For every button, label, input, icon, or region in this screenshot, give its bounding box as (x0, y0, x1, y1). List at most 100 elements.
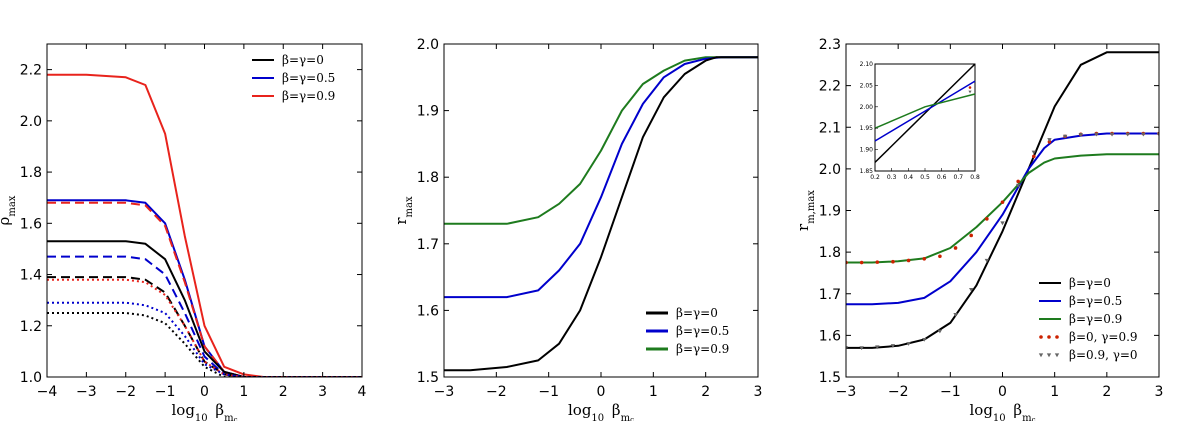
y-tick-label: 1.6 (20, 216, 42, 232)
x-tick-label: −1 (155, 384, 176, 400)
inset-y-tick-label: 2.10 (860, 61, 874, 68)
y-tick-label: 1.9 (417, 104, 439, 120)
series-4-point (1031, 150, 1036, 155)
series-4-point (875, 345, 880, 350)
legend-label: β=γ=0.5 (1069, 294, 1122, 308)
x-axis-label-base: 10 (591, 413, 604, 421)
x-tick-label: −2 (486, 384, 507, 400)
y-axis-label-main: ρ (0, 216, 13, 225)
x-axis-label-subsub: c (234, 416, 238, 421)
y-tick-label: 2.0 (417, 37, 439, 53)
series-4-point (1000, 221, 1005, 226)
y-tick-label: 1.6 (819, 328, 841, 344)
x-axis-label: log10 βmc (568, 401, 634, 421)
inset-y-tick-label: 1.85 (860, 168, 874, 175)
x-axis-label-subsub: c (1032, 416, 1036, 421)
x-tick-label: 3 (318, 384, 327, 400)
series-3-point (953, 246, 958, 250)
series-0-line (444, 56, 758, 225)
series-3-point (1000, 200, 1005, 204)
series-3-point (985, 217, 989, 221)
y-axis-label: rm,max (794, 190, 817, 231)
x-axis-label: log10 βmc (171, 401, 237, 421)
series-4-point (859, 346, 864, 351)
series-4-point (1094, 132, 1099, 137)
x-tick-label: 1 (239, 384, 248, 400)
y-tick-label: 1.8 (20, 165, 42, 181)
inset-series-0-line (874, 63, 976, 163)
x-axis-label-base: 10 (195, 413, 208, 421)
x-tick-label: −3 (434, 384, 455, 400)
series-4-point (1078, 133, 1083, 137)
x-axis-label-base: 10 (993, 413, 1006, 421)
y-tick-label: 1.0 (20, 370, 42, 386)
series-1-line (846, 132, 1159, 306)
legend-label: β=γ=0.5 (676, 324, 729, 338)
legend-label: β=0, γ=0.9 (1069, 330, 1138, 344)
x-tick-label: 2 (279, 384, 288, 400)
series-3-point (859, 260, 864, 265)
panel-r-max: −3 −2 −1 0 1 2 3 1.5 1.6 1.7 1.8 1.9 2.0 log10 βmc rma… (392, 37, 762, 421)
x-tick-label: 0 (200, 384, 209, 400)
inset: 0.2 0.3 0.4 0.5 0.6 0.7 0.8 1.85 1.90 1.95 2.00 2.0… (860, 61, 980, 181)
legend: β=γ=0 β=γ=0.5 β=γ=0.9 (646, 306, 729, 356)
series-3-point (969, 233, 973, 238)
legend-label: β=γ=0.9 (1069, 312, 1122, 326)
y-tick-label: 2.2 (819, 79, 841, 95)
x-axis-label-beta: β (211, 401, 224, 419)
y-tick-label: 1.5 (417, 370, 439, 386)
x-axis-label-log: log (171, 401, 195, 419)
inset-series-2-line (874, 93, 976, 129)
inset-y-tick-label: 2.05 (860, 82, 874, 89)
x-axis-label-log: log (568, 401, 592, 419)
x-axis-label: log10 βmc (969, 401, 1035, 421)
plot-area (846, 51, 1159, 351)
inset-y-tick-label: 2.00 (860, 104, 874, 111)
legend-label: β=γ=0.9 (676, 342, 729, 356)
series-4-point (890, 344, 896, 348)
y-tick-label: 2.2 (20, 63, 42, 79)
x-tick-label: −3 (836, 384, 857, 400)
x-axis-label-beta: β (1009, 401, 1022, 419)
y-tick-label: 1.8 (417, 170, 439, 186)
plot-area (444, 56, 758, 372)
series-3-point (1016, 179, 1020, 184)
legend-swatch (1038, 353, 1044, 358)
y-tick-label: 1.9 (819, 204, 841, 220)
legend-label: β=γ=0 (1069, 276, 1111, 290)
inset-y-tick-label: 1.90 (860, 147, 874, 154)
series-3-point (891, 259, 895, 264)
inset-x-tick-label: 0.5 (920, 174, 930, 181)
x-tick-label: −1 (940, 384, 961, 400)
series-7-line (47, 301, 362, 377)
y-tick-label: 2.3 (819, 37, 841, 53)
legend-swatch (1047, 335, 1051, 339)
y-tick-label: 1.8 (819, 245, 841, 261)
plot-area (47, 73, 362, 377)
y-tick-label: 1.7 (417, 237, 439, 253)
series-1-line (444, 56, 758, 299)
series-3-line (47, 240, 362, 377)
panel-rho-max: −4 −3 −2 −1 0 1 2 3 4 1.0 1.2 1.4 1.6 1.8 2.0 2.2 log10 … (0, 43, 367, 421)
series-8-line (47, 312, 362, 377)
y-tick-label: 1.6 (417, 303, 439, 319)
series-4-point (984, 258, 990, 263)
x-tick-label: 3 (1155, 384, 1164, 400)
y-tick-label: 1.2 (20, 319, 42, 335)
x-axis-label-sub: m (224, 413, 234, 421)
legend-label: β=γ=0 (676, 306, 718, 320)
y-tick-label: 2.0 (819, 162, 841, 178)
y-tick-label: 1.5 (819, 370, 841, 386)
legend-label: β=0.9, γ=0 (1069, 348, 1138, 362)
series-4-line (47, 255, 362, 377)
x-tick-label: 2 (1102, 384, 1111, 400)
series-4-point (846, 346, 849, 351)
series-4-point (1015, 183, 1021, 188)
series-4-point (1156, 132, 1159, 137)
inset-marker (968, 86, 972, 89)
y-axis-label: ρmax (0, 195, 18, 225)
legend-swatch (1039, 335, 1043, 339)
inset-marker (968, 90, 972, 94)
legend: β=γ=0 β=γ=0.5 β=γ=0.9 (252, 53, 335, 103)
x-tick-label: −2 (115, 384, 136, 400)
